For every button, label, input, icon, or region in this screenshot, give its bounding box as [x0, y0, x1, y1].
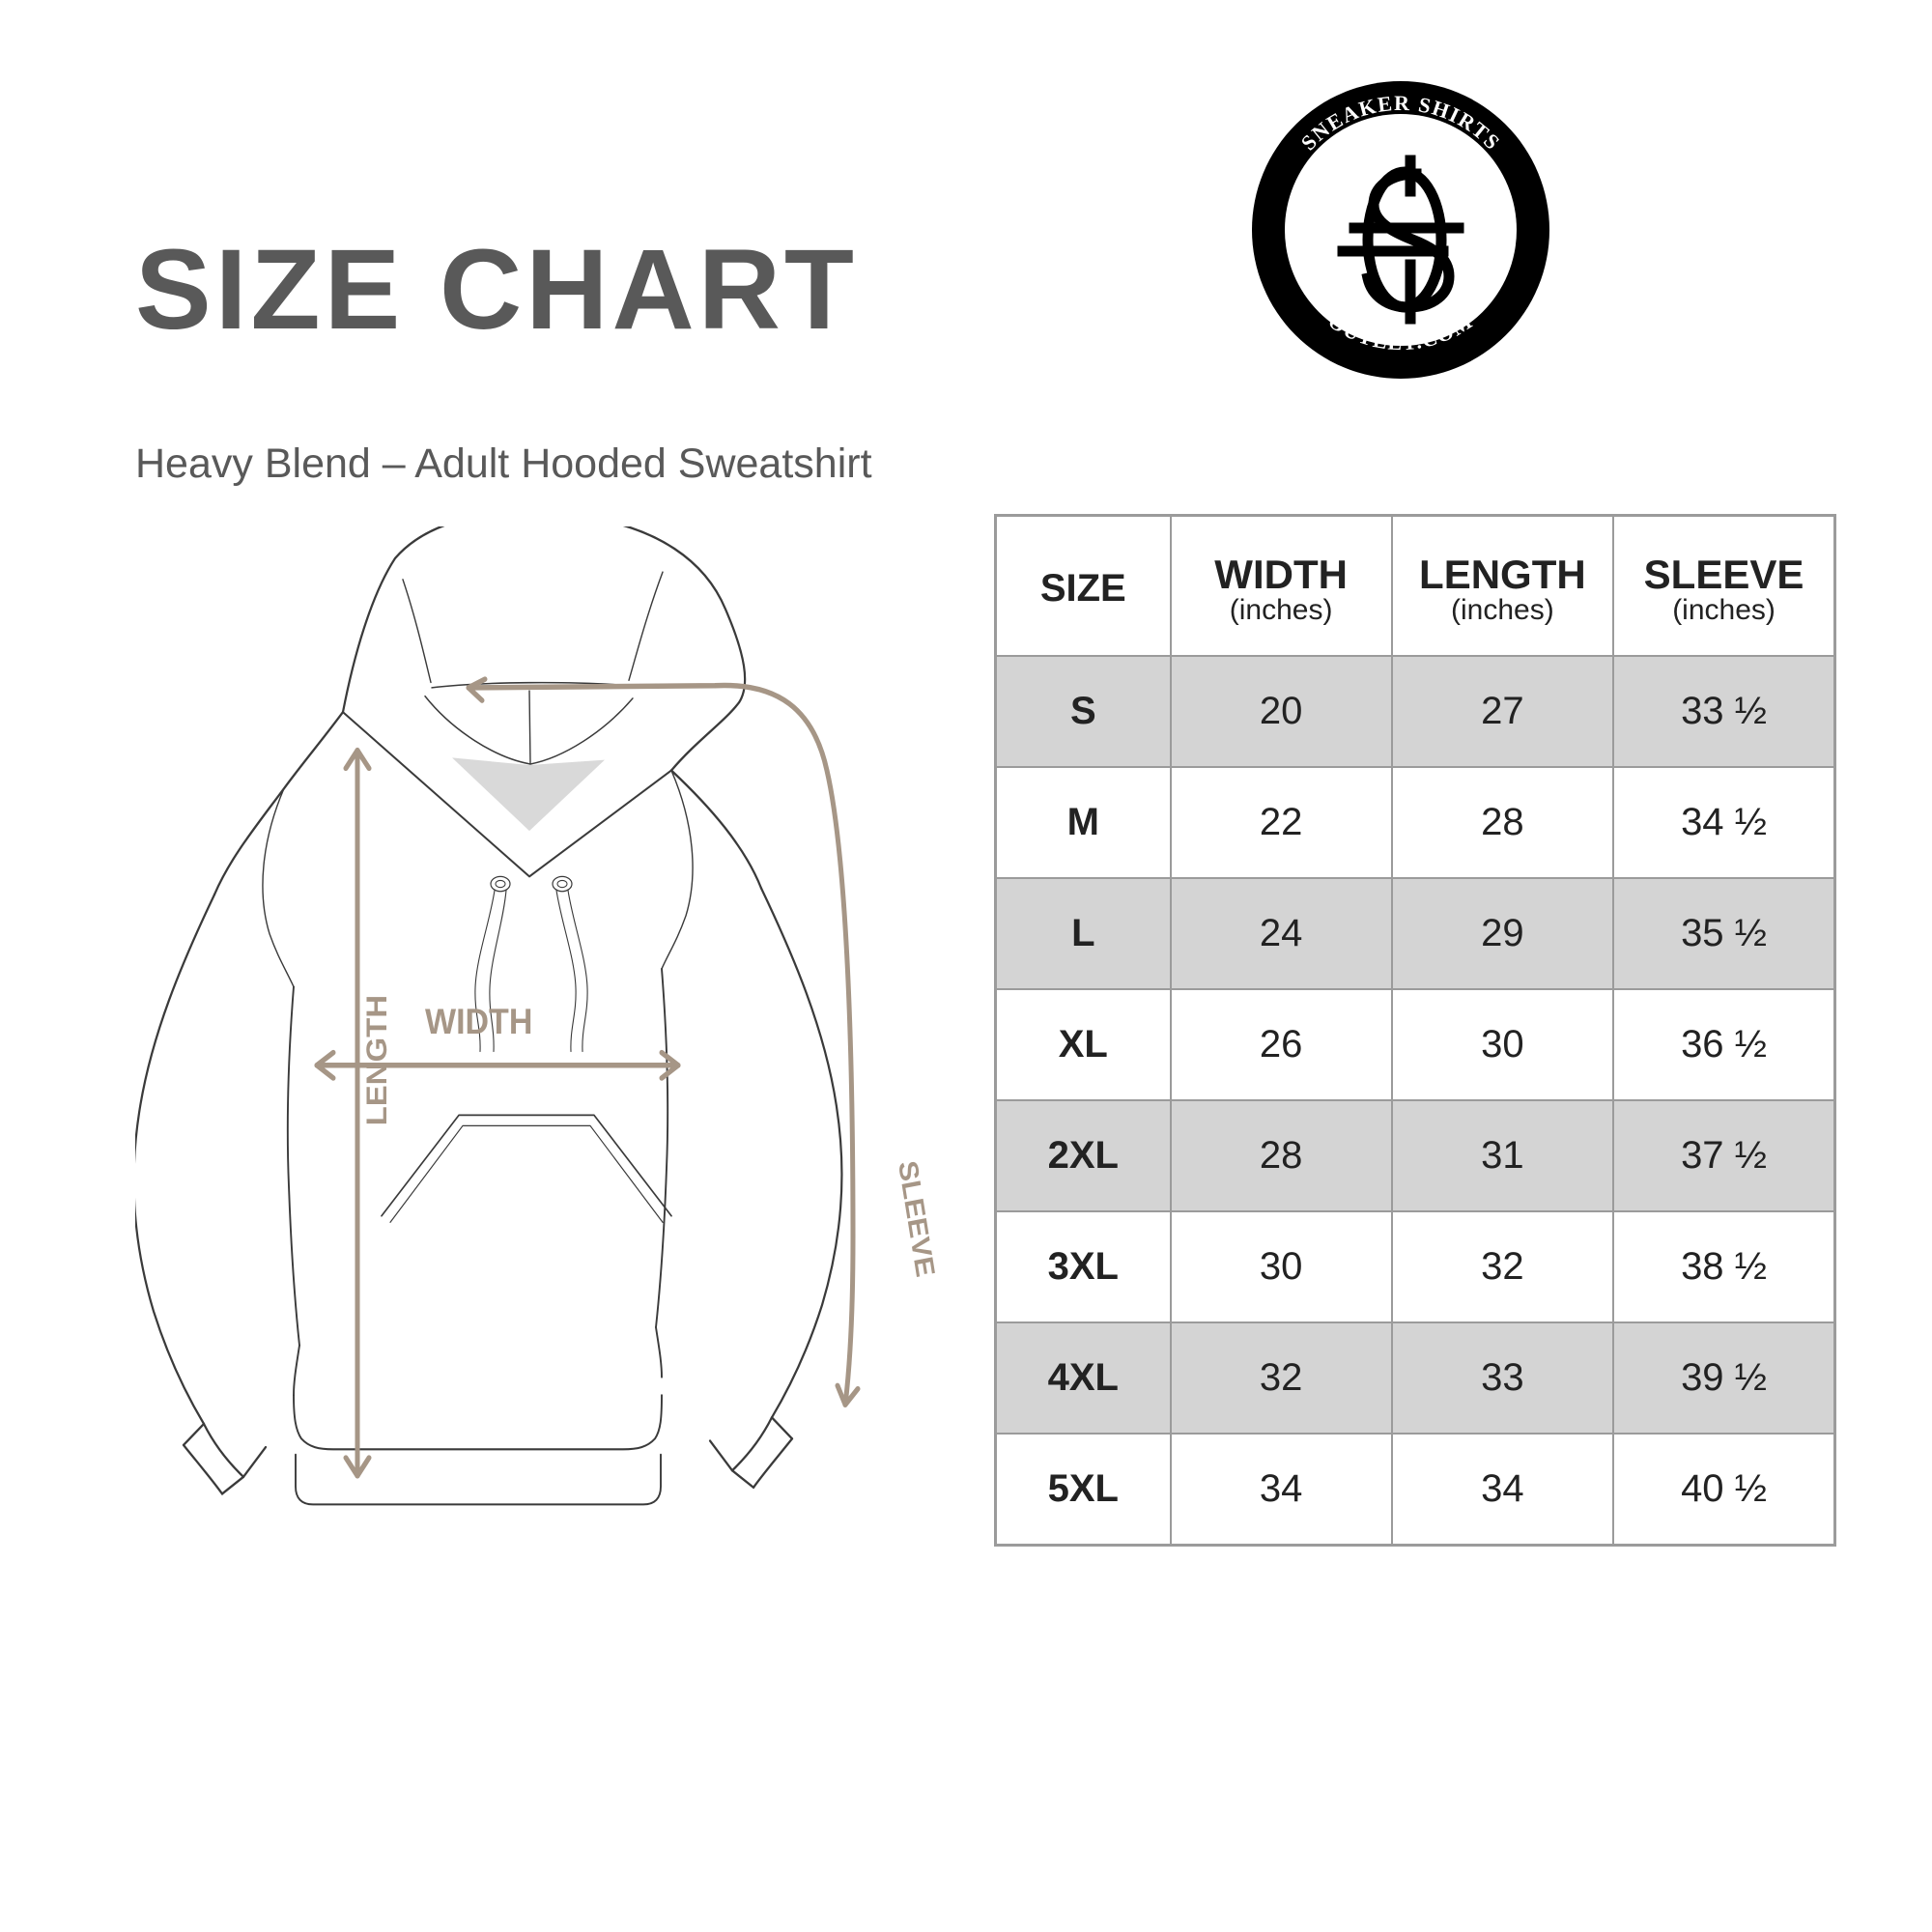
svg-text:WIDTH: WIDTH: [425, 1001, 532, 1041]
svg-text:LENGTH: LENGTH: [359, 995, 392, 1125]
svg-text:SLEEVE: SLEEVE: [892, 1158, 940, 1279]
